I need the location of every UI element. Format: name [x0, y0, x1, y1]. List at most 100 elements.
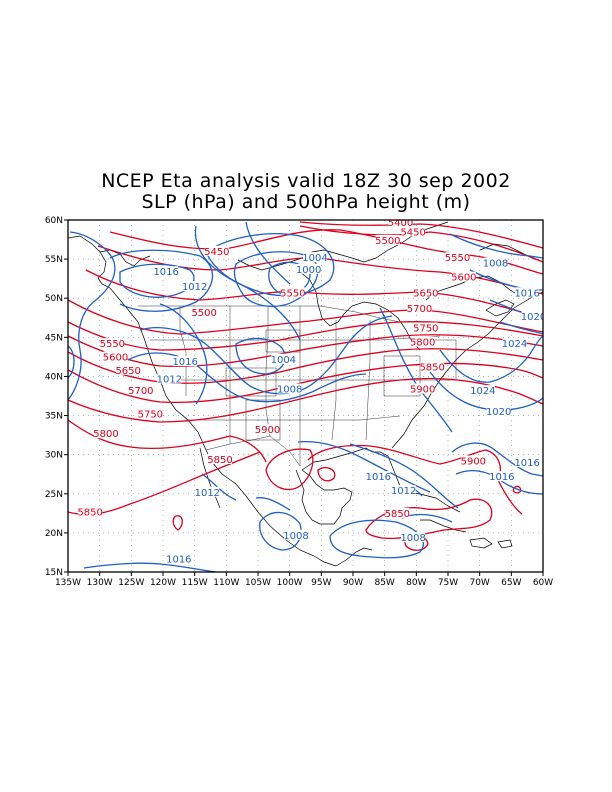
height-contour-label-bg: [388, 220, 413, 227]
x-tick-label: 95W: [311, 578, 331, 588]
height-contour-label-bg: [413, 287, 438, 298]
x-tick-label: 100W: [277, 578, 303, 588]
slp-contour-label: 1008: [483, 259, 508, 270]
slp-contour-label: 1016: [514, 458, 539, 469]
height-contour-label: 5800: [93, 429, 118, 440]
slp-contour-label: 1016: [366, 472, 391, 483]
x-tick-label: 110W: [213, 578, 239, 588]
slp-contour-label-bg: [366, 471, 391, 482]
slp-contour-label: 1020: [486, 407, 511, 418]
chart-title-line2: SLP (hPa) and 500hPa height (m): [141, 191, 471, 213]
height-contour-label-bg: [208, 453, 232, 464]
height-contour-label: 5450: [204, 247, 229, 258]
height-contour-label-bg: [410, 336, 435, 347]
height-contour-label-bg: [461, 455, 486, 466]
height-contour-label: 5600: [451, 273, 476, 284]
height-contour-label: 5550: [280, 288, 305, 299]
y-tick-label: 15N: [45, 568, 63, 578]
height-contour-label-bg: [78, 506, 103, 517]
slp-contour-label-bg: [296, 263, 321, 274]
height-contour-label-bg: [94, 428, 118, 439]
height-contour-label: 5900: [410, 385, 435, 396]
slp-contour-label-bg: [277, 383, 302, 394]
height-contour-label: 5850: [419, 363, 444, 374]
slp-contour-label-bg: [182, 281, 207, 292]
height-contour-label: 5700: [407, 304, 432, 315]
slp-contour-label-bg: [154, 266, 179, 277]
height-contour-label: 5700: [128, 386, 153, 397]
x-tick-label: 115W: [182, 578, 208, 588]
height-contour-label-bg: [407, 302, 432, 313]
slp-contour-label-bg: [515, 457, 540, 468]
axis-ticks: 135W 130W 125W 120W 115W 110W 105W 100W 95W 90W 85…: [45, 216, 553, 588]
x-tick-label: 125W: [118, 578, 144, 588]
slp-contour-label: 1016: [166, 554, 191, 565]
height-contour-label-bg: [128, 385, 153, 396]
slp-contour-label-bg: [173, 356, 198, 367]
x-tick-label: 105W: [245, 578, 271, 588]
height-contour-label: 5900: [461, 456, 486, 467]
slp-contour-label-bg: [166, 553, 191, 564]
height-contour-label-bg: [401, 226, 426, 237]
height-contour-label: 5450: [400, 227, 425, 238]
height-contour-label: 5650: [115, 366, 140, 377]
y-tick-label: 40N: [45, 372, 63, 382]
slp-contour-label-bg: [391, 485, 416, 496]
slp-contour-label-bg: [271, 353, 296, 364]
height-contour-label: 5550: [100, 339, 125, 350]
height-contour-label: 5650: [413, 288, 438, 299]
height-contour-label: 5400: [388, 218, 413, 229]
y-tick-label: 25N: [45, 490, 63, 500]
y-tick-label: 60N: [45, 216, 63, 226]
slp-contour-label-bg: [521, 310, 543, 321]
height-contour-label-bg: [385, 507, 410, 518]
slp-contour-label: 1024: [502, 339, 527, 350]
height-contour-label-bg: [280, 287, 305, 298]
slp-contour-label: 1008: [283, 531, 308, 542]
slp-contour-label: 1020: [521, 312, 546, 323]
political-borders: [138, 305, 457, 467]
plot-frame: [67, 219, 544, 573]
height-contour-label-bg: [138, 408, 163, 419]
slp-contour-label: 1004: [271, 355, 296, 366]
height-contour-label: 5750: [138, 410, 163, 421]
y-tick-label: 45N: [45, 333, 63, 343]
slp-contour-label: 1012: [157, 374, 182, 385]
height-contour-label: 5550: [445, 253, 470, 264]
height-contour-label-bg: [204, 245, 229, 256]
height-contour-label-bg: [413, 322, 438, 333]
height-contour-label: 5500: [375, 236, 400, 247]
slp-contour-label-bg: [401, 532, 426, 543]
slp-contour-label-bg: [157, 373, 182, 384]
slp-contour-label: 1016: [172, 357, 197, 368]
height-contour-label-bg: [420, 361, 445, 372]
height-contour-label: 5600: [103, 352, 128, 363]
x-tick-label: 130W: [87, 578, 113, 588]
height-contour-label: 5850: [207, 455, 232, 466]
y-tick-label: 50N: [45, 294, 63, 304]
height-contour-label-bg: [192, 306, 217, 317]
y-tick-label: 30N: [45, 451, 63, 461]
slp-contour-label-bg: [284, 529, 308, 540]
height-contour-label-bg: [116, 364, 141, 375]
slp-contour-label: 1004: [302, 253, 327, 264]
x-tick-label: 135W: [55, 578, 81, 588]
height-contour-label-bg: [451, 271, 476, 282]
slp-contour-label: 1000: [296, 265, 321, 276]
slp-contour-label: 1008: [400, 533, 425, 544]
slp-contour-label: 1008: [277, 385, 302, 396]
x-tick-label: 60W: [533, 578, 553, 588]
slp-contour-label-bg: [502, 338, 527, 349]
x-tick-label: 75W: [438, 578, 458, 588]
height-contour-label: 5750: [413, 324, 438, 335]
height-contour-label-bg: [255, 424, 280, 435]
slp-contour-label-bg: [486, 406, 511, 417]
height-contour-label: 5900: [255, 425, 280, 436]
height-contour-label: 5850: [77, 507, 102, 518]
slp-contour-label-bg: [470, 385, 495, 396]
x-tick-label: 85W: [374, 578, 394, 588]
slp-contour-label: 1016: [489, 472, 514, 483]
slp-contour-label: 1012: [182, 282, 207, 293]
chart-title-line1: NCEP Eta analysis valid 18Z 30 sep 2002: [101, 170, 511, 192]
